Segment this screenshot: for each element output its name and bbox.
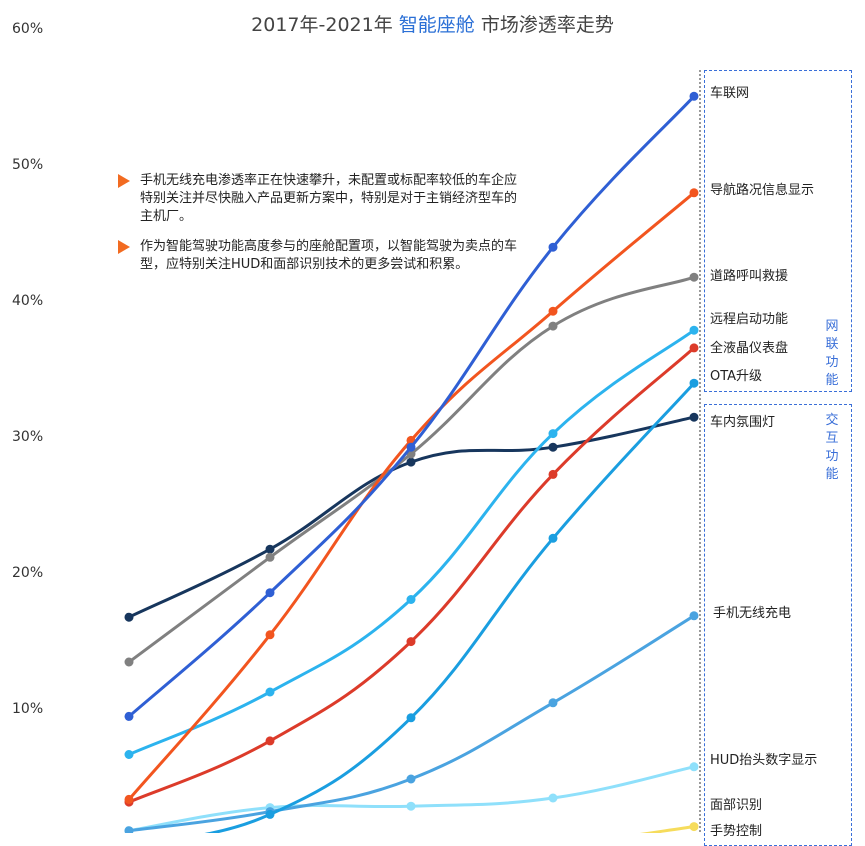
- data-point: [689, 762, 699, 772]
- group-label-network: 网联功能: [825, 319, 839, 388]
- data-point: [406, 595, 416, 604]
- data-point: [406, 442, 416, 452]
- annotation-notes: 手机无线充电渗透率正在快速攀升，未配置或标配率较低的车企应特别关注并尽快融入产品…: [118, 172, 518, 286]
- series-label: 手机无线充电: [713, 606, 792, 621]
- series-label: 道路呼叫救援: [710, 269, 789, 284]
- data-point: [689, 91, 699, 101]
- data-point: [548, 793, 558, 803]
- data-point: [548, 306, 558, 316]
- note-text: 作为智能驾驶功能高度参与的座舱配置项，以智能驾驶为卖点的车型，应特别关注HUD和…: [140, 239, 518, 272]
- note-marker-icon: [118, 174, 130, 188]
- data-point: [689, 611, 699, 621]
- data-point: [124, 657, 134, 667]
- data-point: [265, 552, 275, 562]
- series-line: [127, 614, 696, 833]
- series-line: [127, 275, 696, 664]
- series-label: HUD抬头数字显示: [710, 753, 818, 768]
- series-label: 导航路况信息显示: [710, 183, 815, 198]
- data-point: [548, 533, 558, 543]
- data-point: [548, 321, 558, 331]
- group-box-network: [704, 70, 852, 392]
- data-point: [689, 412, 699, 422]
- data-point: [406, 774, 416, 784]
- note-marker-icon: [118, 240, 130, 254]
- data-point: [265, 588, 275, 598]
- data-point: [406, 713, 416, 723]
- y-tick-label: 10%: [12, 701, 44, 717]
- data-point: [689, 343, 699, 353]
- data-point: [124, 794, 134, 804]
- series-label: 手势控制: [710, 824, 763, 839]
- data-point: [265, 544, 275, 554]
- group-label-interaction: 交互功能: [825, 413, 839, 482]
- y-tick-label: 20%: [12, 565, 44, 581]
- data-point: [548, 429, 558, 439]
- data-point: [406, 637, 416, 647]
- data-point: [124, 826, 134, 833]
- series-label: 面部识别: [710, 798, 763, 813]
- data-point: [406, 801, 416, 811]
- series-label: 车联网: [710, 86, 750, 101]
- series-label: OTA升级: [710, 369, 763, 384]
- data-point: [265, 687, 275, 697]
- data-point: [689, 325, 699, 335]
- series-line: [127, 328, 696, 757]
- series-label: 全液晶仪表盘: [710, 341, 789, 356]
- title-suffix: 市场渗透率走势: [474, 14, 614, 36]
- data-point: [548, 242, 558, 252]
- data-point: [265, 630, 275, 640]
- y-tick-label: 40%: [12, 293, 44, 309]
- data-point: [548, 442, 558, 452]
- data-point: [689, 822, 699, 832]
- data-point: [548, 698, 558, 708]
- data-point: [406, 457, 416, 467]
- chart-title: 2017年-2021年 智能座舱 市场渗透率走势: [0, 10, 865, 37]
- note-text: 手机无线充电渗透率正在快速攀升，未配置或标配率较低的车企应特别关注并尽快融入产品…: [140, 173, 518, 224]
- title-prefix: 2017年-2021年: [251, 14, 399, 36]
- data-point: [124, 711, 134, 721]
- series-line: [127, 346, 696, 804]
- annotation-note: 作为智能驾驶功能高度参与的座舱配置项，以智能驾驶为卖点的车型，应特别关注HUD和…: [118, 238, 518, 274]
- y-tick-label: 30%: [12, 429, 44, 445]
- data-point: [689, 272, 699, 282]
- data-point: [124, 750, 134, 759]
- series-label: 远程启动功能: [710, 312, 789, 327]
- data-point: [124, 612, 134, 622]
- series-label: 车内氛围灯: [710, 415, 776, 430]
- series-line: [127, 191, 696, 801]
- data-point: [689, 378, 699, 388]
- series-line: [204, 381, 696, 833]
- data-point: [689, 188, 699, 198]
- title-highlight: 智能座舱: [398, 14, 475, 36]
- y-tick-label: 60%: [12, 21, 44, 37]
- data-point: [265, 736, 275, 746]
- data-point: [548, 469, 558, 479]
- data-point: [265, 809, 275, 819]
- y-tick-label: 50%: [12, 157, 44, 173]
- annotation-note: 手机无线充电渗透率正在快速攀升，未配置或标配率较低的车企应特别关注并尽快融入产品…: [118, 172, 518, 226]
